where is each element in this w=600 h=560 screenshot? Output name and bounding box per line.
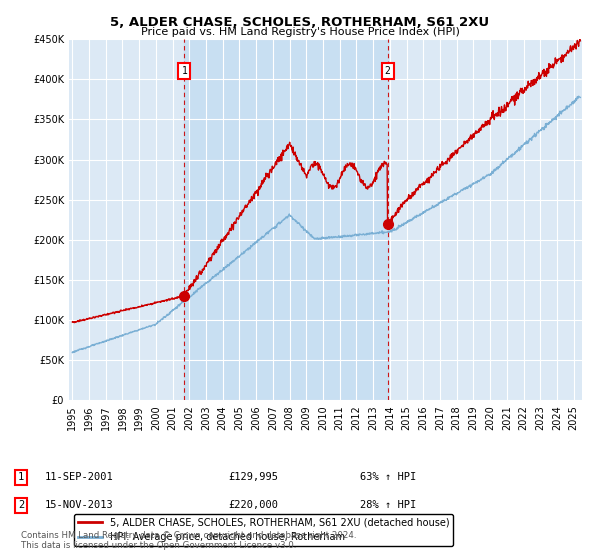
Text: £129,995: £129,995 — [228, 472, 278, 482]
Text: 28% ↑ HPI: 28% ↑ HPI — [360, 500, 416, 510]
Bar — [184, 39, 388, 400]
Text: Price paid vs. HM Land Registry's House Price Index (HPI): Price paid vs. HM Land Registry's House … — [140, 27, 460, 37]
Text: 1: 1 — [181, 66, 187, 76]
Text: 1: 1 — [18, 472, 24, 482]
Text: £220,000: £220,000 — [228, 500, 278, 510]
Legend: 5, ALDER CHASE, SCHOLES, ROTHERHAM, S61 2XU (detached house), HPI: Average price: 5, ALDER CHASE, SCHOLES, ROTHERHAM, S61 … — [74, 514, 454, 546]
Text: 63% ↑ HPI: 63% ↑ HPI — [360, 472, 416, 482]
Text: 2: 2 — [18, 500, 24, 510]
Text: 11-SEP-2001: 11-SEP-2001 — [45, 472, 114, 482]
Text: 5, ALDER CHASE, SCHOLES, ROTHERHAM, S61 2XU: 5, ALDER CHASE, SCHOLES, ROTHERHAM, S61 … — [110, 16, 490, 29]
Text: 2: 2 — [385, 66, 391, 76]
Text: Contains HM Land Registry data © Crown copyright and database right 2024.
This d: Contains HM Land Registry data © Crown c… — [21, 531, 356, 550]
Text: 15-NOV-2013: 15-NOV-2013 — [45, 500, 114, 510]
